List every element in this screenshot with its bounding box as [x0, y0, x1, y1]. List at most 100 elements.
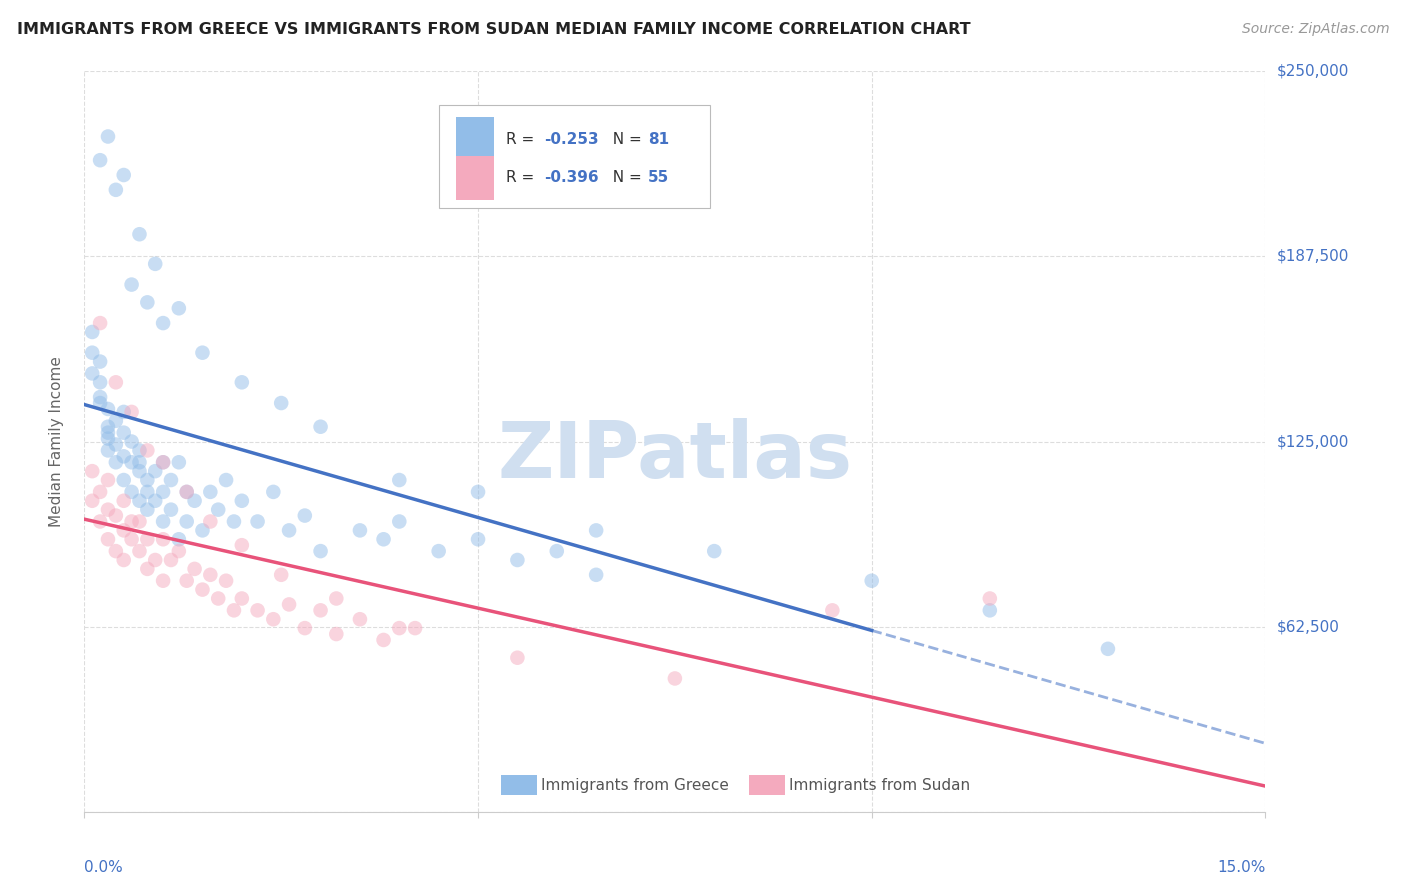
FancyBboxPatch shape: [457, 118, 494, 161]
Text: ZIPatlas: ZIPatlas: [498, 418, 852, 494]
Point: [349, 524, 371, 538]
Point: [278, 598, 301, 612]
Point: [309, 603, 332, 617]
Text: Immigrants from Sudan: Immigrants from Sudan: [789, 778, 970, 793]
Point: [215, 574, 238, 588]
Point: [97, 129, 120, 144]
Point: [136, 502, 159, 516]
Point: [121, 455, 143, 469]
Point: [97, 443, 120, 458]
Point: [467, 533, 489, 547]
Point: [112, 473, 135, 487]
Point: [121, 533, 143, 547]
Point: [89, 354, 111, 368]
Point: [128, 493, 150, 508]
Text: -0.253: -0.253: [544, 132, 599, 146]
Point: [183, 493, 205, 508]
Text: Source: ZipAtlas.com: Source: ZipAtlas.com: [1241, 22, 1389, 37]
Point: [176, 515, 198, 529]
Text: N =: N =: [603, 170, 647, 186]
Point: [97, 432, 120, 446]
Point: [309, 544, 332, 558]
Point: [104, 376, 127, 390]
Point: [136, 473, 159, 487]
Point: [104, 455, 127, 469]
Point: [200, 484, 222, 499]
Point: [200, 515, 222, 529]
Point: [546, 544, 568, 558]
Point: [388, 621, 411, 635]
Point: [506, 553, 529, 567]
Point: [143, 493, 166, 508]
Point: [585, 567, 607, 582]
FancyBboxPatch shape: [457, 156, 494, 200]
Text: Immigrants from Greece: Immigrants from Greece: [541, 778, 730, 793]
Point: [231, 591, 253, 606]
Point: [97, 533, 120, 547]
Point: [112, 524, 135, 538]
Point: [176, 574, 198, 588]
Point: [104, 508, 127, 523]
Point: [128, 515, 150, 529]
Point: [143, 257, 166, 271]
FancyBboxPatch shape: [502, 775, 537, 795]
Point: [104, 414, 127, 428]
Point: [82, 345, 104, 359]
Point: [121, 515, 143, 529]
Text: N =: N =: [603, 132, 647, 146]
Point: [294, 621, 316, 635]
Point: [121, 277, 143, 292]
Point: [325, 591, 347, 606]
Point: [191, 524, 214, 538]
Point: [1097, 641, 1119, 656]
Text: 15.0%: 15.0%: [1218, 860, 1265, 875]
Point: [128, 227, 150, 242]
Point: [160, 502, 183, 516]
Point: [121, 484, 143, 499]
Point: [112, 405, 135, 419]
Point: [160, 553, 183, 567]
Point: [467, 484, 489, 499]
Point: [207, 502, 229, 516]
Point: [152, 574, 174, 588]
Point: [136, 533, 159, 547]
Text: IMMIGRANTS FROM GREECE VS IMMIGRANTS FROM SUDAN MEDIAN FAMILY INCOME CORRELATION: IMMIGRANTS FROM GREECE VS IMMIGRANTS FRO…: [17, 22, 970, 37]
Point: [979, 603, 1001, 617]
Point: [89, 153, 111, 168]
Text: $62,500: $62,500: [1277, 619, 1340, 634]
Text: R =: R =: [506, 132, 538, 146]
Point: [262, 612, 284, 626]
Point: [152, 316, 174, 330]
Point: [373, 632, 395, 647]
Point: [207, 591, 229, 606]
Point: [136, 295, 159, 310]
Point: [128, 544, 150, 558]
Point: [143, 553, 166, 567]
Point: [506, 650, 529, 665]
Point: [167, 455, 190, 469]
Point: [278, 524, 301, 538]
Point: [128, 464, 150, 478]
Point: [388, 473, 411, 487]
Point: [246, 603, 269, 617]
Point: [585, 524, 607, 538]
Y-axis label: Median Family Income: Median Family Income: [49, 356, 63, 527]
Point: [97, 425, 120, 440]
Point: [112, 493, 135, 508]
Point: [112, 450, 135, 464]
Point: [821, 603, 844, 617]
Point: [152, 533, 174, 547]
Point: [104, 437, 127, 451]
Point: [112, 425, 135, 440]
Text: R =: R =: [506, 170, 538, 186]
Point: [82, 325, 104, 339]
Point: [325, 627, 347, 641]
Point: [104, 544, 127, 558]
Point: [152, 455, 174, 469]
Text: 0.0%: 0.0%: [84, 860, 124, 875]
Point: [121, 434, 143, 449]
Point: [246, 515, 269, 529]
Text: $187,500: $187,500: [1277, 249, 1348, 264]
Point: [128, 455, 150, 469]
Point: [183, 562, 205, 576]
